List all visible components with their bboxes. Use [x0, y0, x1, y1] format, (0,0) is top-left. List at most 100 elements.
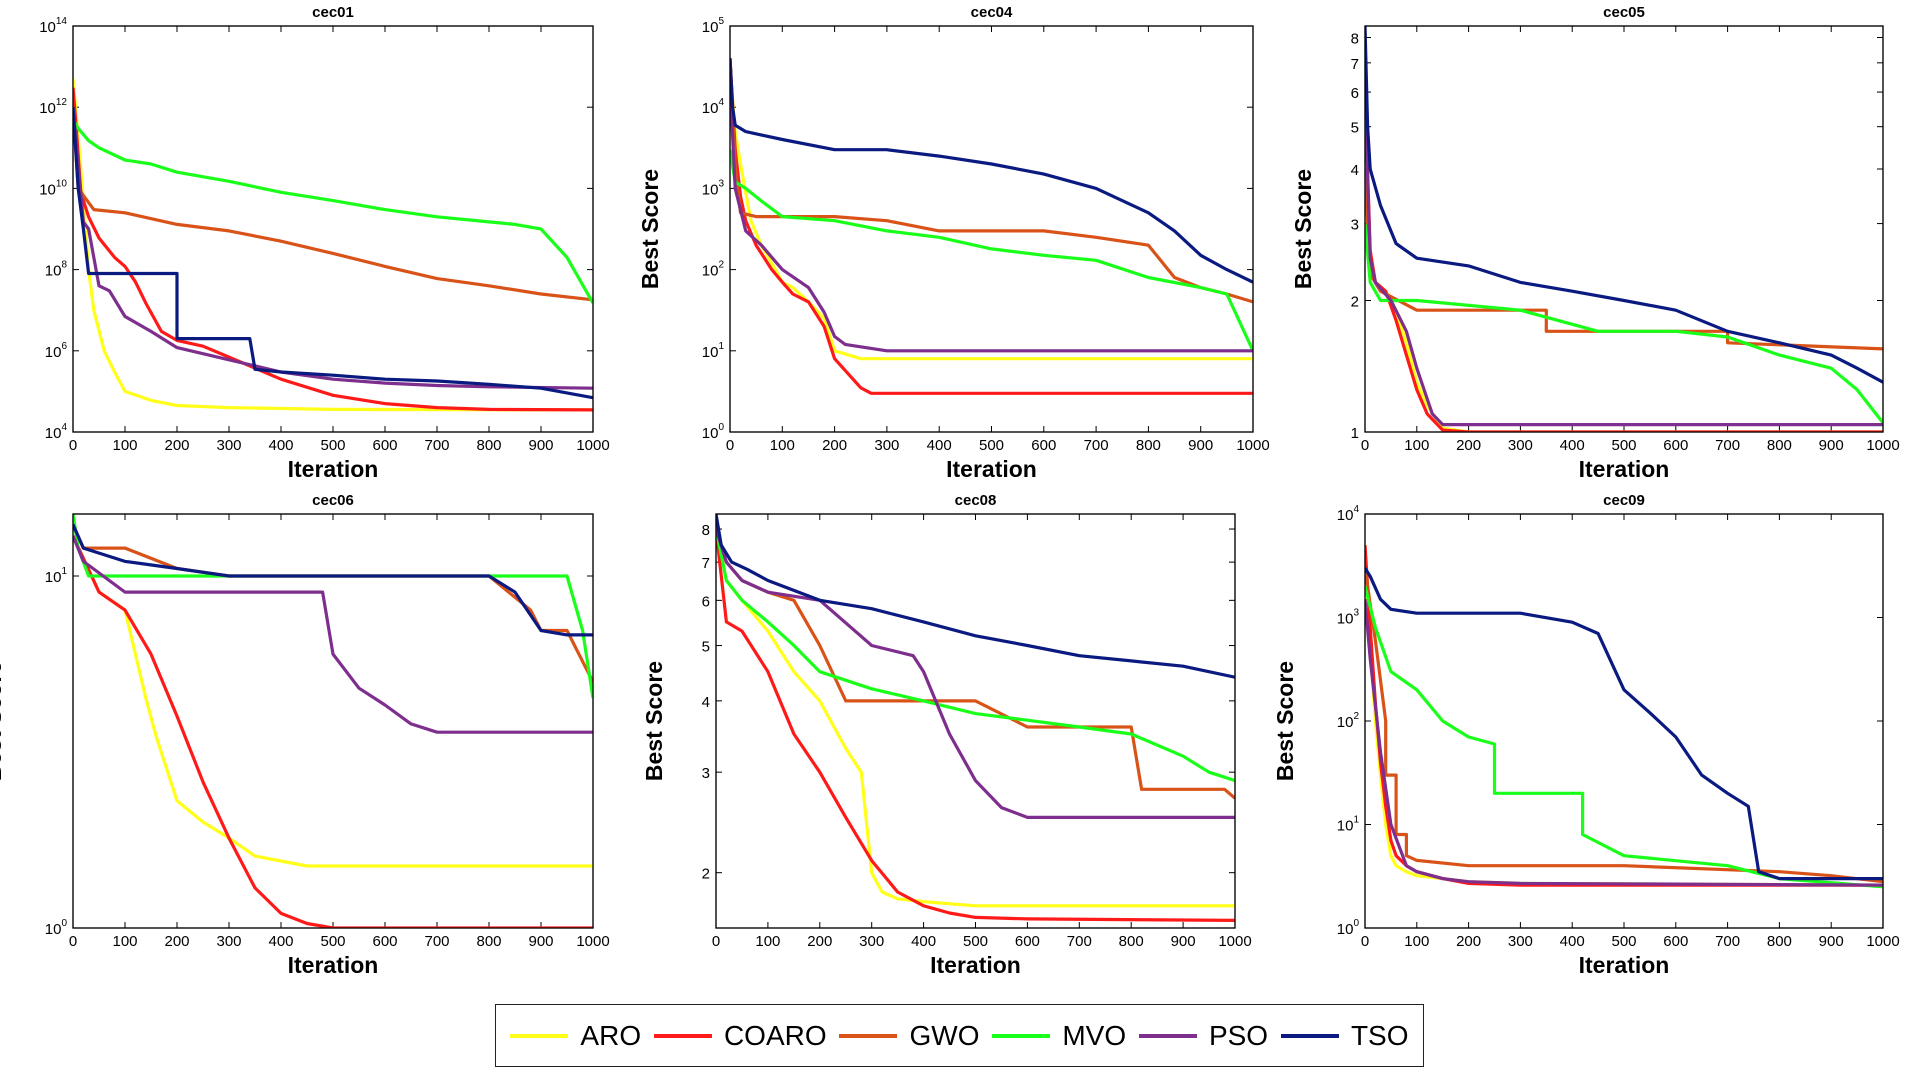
legend-label-aro: ARO — [580, 1019, 642, 1051]
series-line-tso — [73, 523, 593, 637]
y-tick-label: 2 — [1351, 294, 1359, 311]
y-tick-label: 7 — [702, 555, 710, 572]
y-tick-label: 6 — [1351, 85, 1359, 102]
x-tick-label: 200 — [164, 437, 189, 454]
series-line-coaro — [716, 528, 1235, 922]
x-tick-label: 800 — [1767, 933, 1792, 950]
y-tick-label: 4 — [1351, 162, 1359, 179]
series-line-pso — [730, 82, 1253, 353]
series-line-aro — [730, 68, 1253, 361]
x-tick-label: 700 — [1084, 437, 1109, 454]
x-tick-label: 100 — [770, 437, 795, 454]
legend-swatch-pso — [1138, 1033, 1197, 1038]
x-tick-label: 100 — [755, 933, 780, 950]
x-tick-label: 400 — [1560, 437, 1585, 454]
x-tick-label: 1000 — [576, 933, 609, 950]
x-tick-label: 600 — [1031, 437, 1056, 454]
x-tick-label: 300 — [874, 437, 899, 454]
x-tick-label: 1000 — [576, 437, 609, 454]
x-tick-label: 400 — [1560, 933, 1585, 950]
y-tick-label: 6 — [702, 593, 710, 610]
x-tick-label: 500 — [979, 437, 1004, 454]
legend: ARO COARO GWO MVO PSO TSO — [495, 1004, 1424, 1067]
x-tick-label: 100 — [112, 437, 137, 454]
x-tick-label: 700 — [1067, 933, 1092, 950]
legend-swatch-coaro — [653, 1033, 712, 1038]
x-tick-label: 0 — [1361, 437, 1369, 454]
y-tick-label: 1014 — [39, 16, 67, 36]
x-tick-label: 200 — [1456, 933, 1481, 950]
legend-item-tso: TSO — [1280, 1019, 1409, 1052]
y-tick-label: 100 — [1337, 918, 1360, 938]
chart-title: cec04 — [971, 4, 1013, 21]
x-tick-label: 100 — [112, 933, 137, 950]
y-tick-label: 4 — [702, 694, 710, 711]
y-tick-label: 5 — [1351, 120, 1359, 137]
plot-frame — [72, 513, 594, 929]
series-line-tso — [716, 514, 1235, 679]
x-axis-label: Iteration — [930, 952, 1021, 978]
y-tick-label: 1010 — [39, 178, 67, 198]
legend-label-pso: PSO — [1208, 1019, 1269, 1051]
x-tick-label: 600 — [1015, 933, 1040, 950]
y-tick-label: 105 — [702, 16, 725, 36]
legend-item-coaro: COARO — [653, 1020, 827, 1052]
x-tick-label: 400 — [268, 933, 293, 950]
x-tick-label: 900 — [528, 933, 553, 950]
series-line-pso — [73, 535, 593, 734]
series-line-coaro — [730, 58, 1253, 395]
x-tick-label: 900 — [1819, 933, 1844, 950]
x-tick-label: 800 — [1136, 437, 1161, 454]
x-axis-label: Iteration — [288, 952, 379, 978]
y-tick-label: 3 — [702, 765, 710, 782]
legend-label-tso: TSO — [1350, 1019, 1409, 1051]
plot-frame — [1364, 25, 1884, 433]
x-tick-label: 400 — [927, 437, 952, 454]
series-line-coaro — [73, 535, 593, 928]
legend-swatch-tso — [1280, 1033, 1339, 1038]
panel-cec04: 0 100 200 300 400 500 600 700 800 900 100010010110… — [637, 4, 1270, 482]
x-tick-label: 700 — [424, 933, 449, 950]
x-tick-label: 300 — [1508, 437, 1533, 454]
x-tick-label: 100 — [1404, 437, 1429, 454]
y-tick-label: 102 — [702, 260, 725, 280]
y-tick-label: 8 — [702, 522, 710, 539]
panel-cec09: 0 100 200 300 400 500 600 700 800 900 100010010110… — [1272, 492, 1900, 978]
y-tick-label: 2 — [702, 866, 710, 883]
x-tick-label: 1000 — [1218, 933, 1251, 950]
y-tick-label: 101 — [702, 341, 725, 361]
plot-area — [72, 25, 594, 433]
x-tick-label: 0 — [69, 437, 77, 454]
y-axis-label: Best Score — [0, 661, 6, 781]
x-tick-label: 800 — [1119, 933, 1144, 950]
plot-frame — [1364, 513, 1884, 929]
plot-area — [72, 513, 594, 929]
chart-title: cec01 — [312, 4, 354, 21]
x-tick-label: 1000 — [1236, 437, 1269, 454]
series-line-pso — [1365, 599, 1883, 887]
legend-swatch-gwo — [839, 1033, 898, 1038]
x-tick-label: 400 — [268, 437, 293, 454]
x-tick-label: 600 — [372, 437, 397, 454]
chart-title: cec05 — [1603, 4, 1645, 21]
y-tick-label: 106 — [45, 341, 68, 361]
series-line-aro — [73, 535, 593, 868]
series-line-aro — [73, 78, 593, 412]
plot-area — [1364, 25, 1884, 433]
x-tick-label: 300 — [859, 933, 884, 950]
x-axis-label: Iteration — [946, 456, 1037, 482]
series-line-gwo — [73, 107, 593, 302]
y-axis-label: Best Score — [641, 661, 667, 781]
legend-item-mvo: MVO — [992, 1020, 1126, 1052]
x-tick-label: 1000 — [1866, 437, 1899, 454]
series-line-pso — [73, 107, 593, 390]
x-axis-label: Iteration — [288, 456, 379, 482]
panel-cec06: 0 100 200 300 400 500 600 700 800 900 1000100101ce… — [0, 492, 610, 978]
series-line-mvo — [716, 528, 1235, 783]
y-axis-label: Best Score — [637, 169, 663, 289]
legend-swatch-mvo — [992, 1033, 1051, 1038]
x-tick-label: 200 — [1456, 437, 1481, 454]
panel-cec08: 0 100 200 300 400 500 600 700 800 900 1000 2 3 4 5 6 7 8 c… — [641, 492, 1252, 978]
y-tick-label: 100 — [702, 422, 725, 442]
